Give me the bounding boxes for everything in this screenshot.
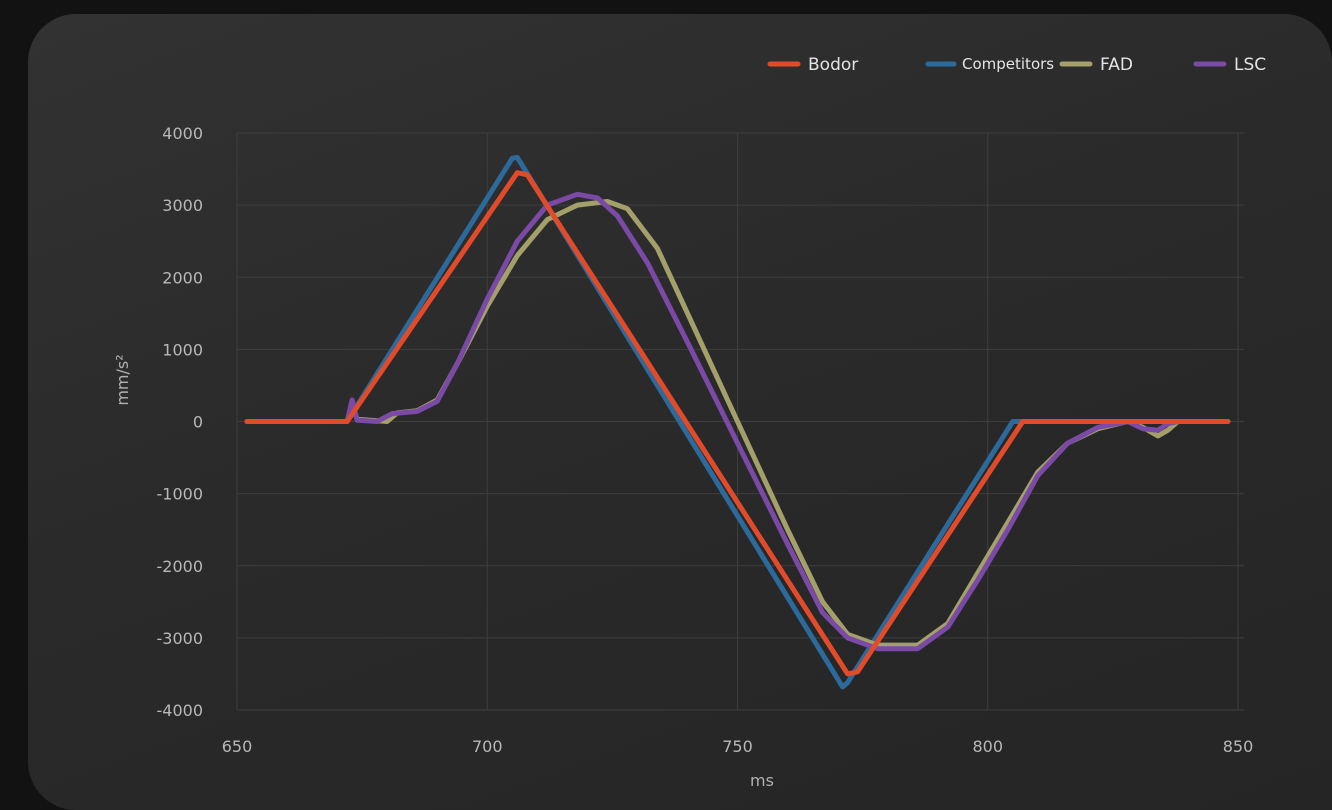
y-axis-ticks: 4000 3000 2000 1000 0 -1000 -2000 -3000 -4000 [157, 124, 204, 720]
legend-item-bodor[interactable]: Bodor [767, 55, 858, 75]
legend-label-lsc: LSC [1234, 55, 1266, 75]
grid-lines [236, 132, 1244, 711]
y-axis-label: mm/s² [113, 354, 132, 405]
legend-label-fad: FAD [1100, 55, 1133, 75]
y-tick-label: -3000 [157, 629, 204, 648]
x-tick-label: 850 [1223, 737, 1254, 756]
x-tick-label: 800 [972, 737, 1003, 756]
series-lines [244, 155, 1231, 690]
x-tick-label: 750 [722, 737, 753, 756]
legend: Bodor Competitors FAD LSC [767, 55, 1266, 75]
legend-label-competitors: Competitors [962, 55, 1054, 73]
y-tick-label: 1000 [162, 340, 203, 359]
x-axis-label: ms [750, 771, 774, 790]
y-tick-label: -2000 [157, 557, 204, 576]
series-line-lsc [244, 191, 1231, 652]
series-line-bodor [244, 170, 1231, 677]
y-tick-label: 4000 [162, 124, 203, 143]
legend-label-bodor: Bodor [808, 55, 858, 75]
legend-item-competitors[interactable]: Competitors [925, 55, 1054, 73]
y-tick-label: 2000 [162, 268, 203, 287]
series-line-competitors [244, 155, 1231, 690]
legend-item-lsc[interactable]: LSC [1193, 55, 1266, 75]
y-tick-label: -4000 [157, 701, 204, 720]
x-tick-label: 650 [222, 737, 253, 756]
x-axis-ticks: 650 700 750 800 850 [222, 737, 1254, 756]
y-tick-label: 3000 [162, 196, 203, 215]
y-tick-label: -1000 [157, 485, 204, 504]
legend-item-fad[interactable]: FAD [1059, 55, 1133, 75]
x-tick-label: 700 [472, 737, 503, 756]
y-tick-label: 0 [193, 413, 203, 432]
